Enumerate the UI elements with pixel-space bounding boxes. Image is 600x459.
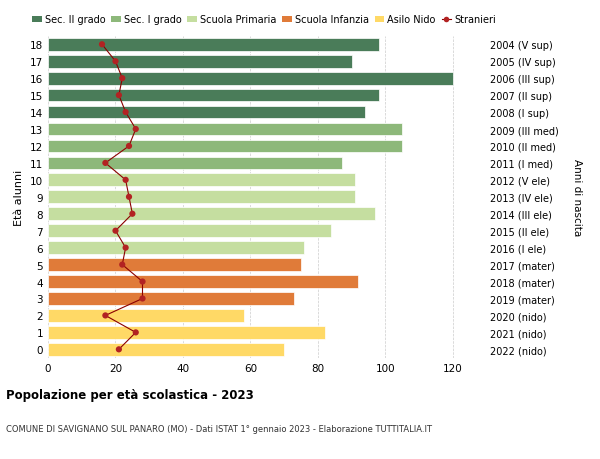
- Point: [131, 126, 140, 134]
- Bar: [48, 309, 244, 322]
- Y-axis label: Età alunni: Età alunni: [14, 169, 25, 225]
- Bar: [48, 259, 301, 271]
- Bar: [48, 326, 325, 339]
- Point: [118, 75, 127, 83]
- Bar: [48, 343, 284, 356]
- Bar: [48, 106, 365, 119]
- Point: [121, 245, 130, 252]
- Point: [138, 278, 148, 285]
- Point: [110, 228, 120, 235]
- Bar: [48, 174, 355, 187]
- Point: [131, 329, 140, 336]
- Point: [114, 346, 124, 353]
- Point: [121, 109, 130, 117]
- Bar: [48, 208, 376, 221]
- Point: [138, 295, 148, 302]
- Bar: [48, 191, 355, 204]
- Bar: [48, 225, 331, 237]
- Point: [110, 58, 120, 66]
- Point: [114, 92, 124, 100]
- Bar: [48, 242, 304, 254]
- Text: Popolazione per età scolastica - 2023: Popolazione per età scolastica - 2023: [6, 388, 254, 401]
- Bar: [48, 90, 379, 102]
- Bar: [48, 157, 341, 170]
- Point: [101, 160, 110, 167]
- Point: [124, 143, 134, 150]
- Point: [124, 194, 134, 201]
- Bar: [48, 39, 379, 51]
- Point: [101, 312, 110, 319]
- Point: [128, 211, 137, 218]
- Bar: [48, 123, 403, 136]
- Text: COMUNE DI SAVIGNANO SUL PANARO (MO) - Dati ISTAT 1° gennaio 2023 - Elaborazione : COMUNE DI SAVIGNANO SUL PANARO (MO) - Da…: [6, 425, 432, 434]
- Point: [121, 177, 130, 184]
- Bar: [48, 56, 352, 68]
- Bar: [48, 292, 295, 305]
- Point: [118, 261, 127, 269]
- Legend: Sec. II grado, Sec. I grado, Scuola Primaria, Scuola Infanzia, Asilo Nido, Stran: Sec. II grado, Sec. I grado, Scuola Prim…: [32, 16, 496, 25]
- Bar: [48, 140, 403, 153]
- Bar: [48, 275, 358, 288]
- Point: [97, 41, 107, 49]
- Bar: [48, 73, 453, 85]
- Y-axis label: Anni di nascita: Anni di nascita: [572, 159, 583, 236]
